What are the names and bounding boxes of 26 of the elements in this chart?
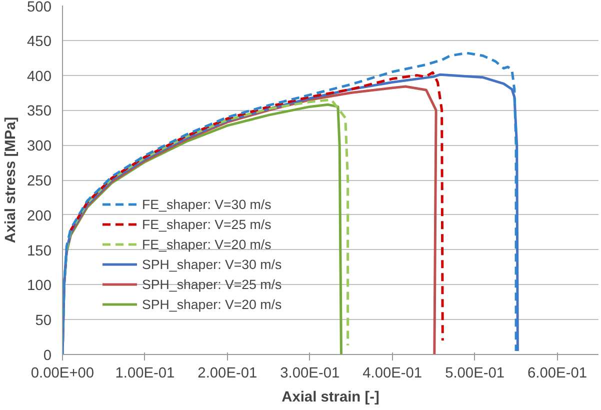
legend-label: FE_shaper: V=20 m/s (142, 236, 272, 252)
legend-label: SPH_shaper: V=25 m/s (142, 276, 282, 292)
y-tick-label: 200 (27, 208, 52, 224)
legend-label: SPH_shaper: V=20 m/s (142, 296, 282, 312)
x-tick-label: 0.00E+00 (30, 366, 94, 382)
y-tick-label: 300 (27, 138, 52, 155)
y-tick-label: 150 (27, 243, 52, 260)
y-tick-label: 250 (27, 174, 52, 190)
x-tick-label: 2.00E-01 (198, 366, 258, 382)
y-tick-label: 0 (43, 348, 52, 364)
legend-label: FE_shaper: V=30 m/s (142, 196, 272, 212)
legend-label: FE_shaper: V=25 m/s (142, 216, 272, 232)
x-tick-label: 3.00E-01 (280, 366, 340, 382)
y-tick-label: 350 (27, 104, 52, 120)
x-tick-label: 6.00E-01 (528, 366, 588, 382)
y-axis-title: Axial stress [MPa] (3, 116, 20, 244)
x-tick-label: 1.00E-01 (115, 366, 175, 382)
x-axis-title: Axial strain [-] (282, 390, 380, 406)
legend-label: SPH_shaper: V=30 m/s (142, 256, 282, 272)
y-tick-label: 400 (27, 68, 52, 85)
y-tick-label: 50 (35, 313, 52, 330)
y-tick-label: 100 (27, 278, 52, 294)
y-tick-label: 500 (27, 0, 52, 16)
x-tick-label: 5.00E-01 (445, 366, 505, 382)
x-tick-label: 4.00E-01 (362, 366, 422, 382)
y-tick-label: 450 (27, 34, 52, 50)
